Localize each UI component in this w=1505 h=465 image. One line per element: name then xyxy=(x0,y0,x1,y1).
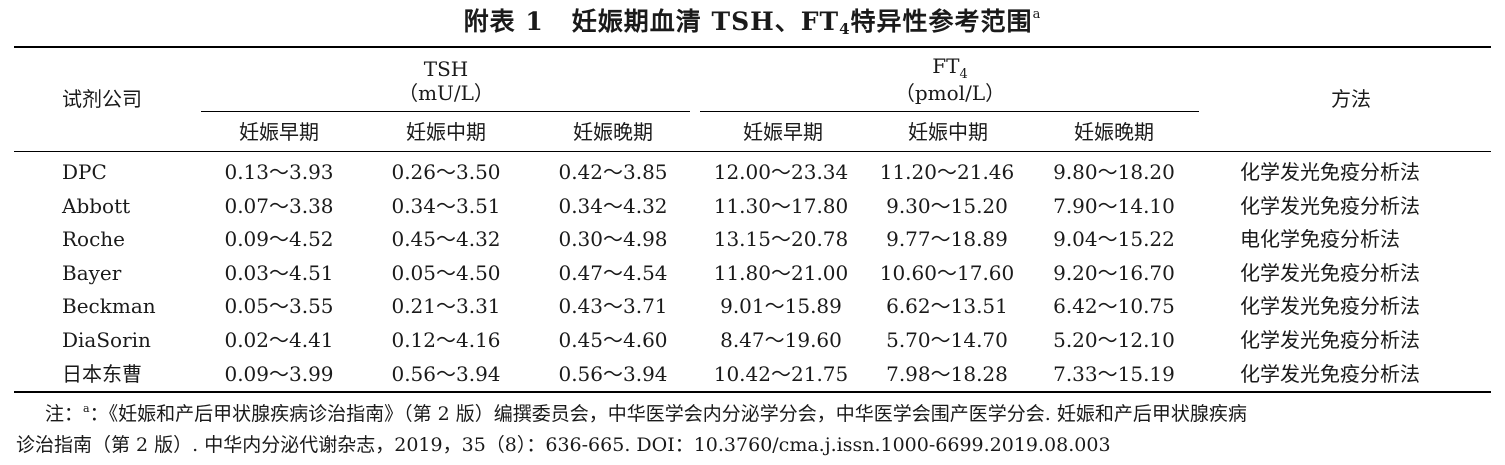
cell-company: 日本东曹 xyxy=(62,362,142,386)
cell-tsh-2: 0.56～3.94 xyxy=(558,362,668,386)
cell-tsh-1: 0.05～4.50 xyxy=(391,261,501,285)
cell-ft4-1: 11.20～21.46 xyxy=(879,160,1015,184)
cell-method: 化学发光免疫分析法 xyxy=(1240,194,1420,218)
header-ft4-mid: 妊娠中期 xyxy=(908,120,988,144)
header-tsh: TSH xyxy=(423,57,469,81)
header-tsh-early: 妊娠早期 xyxy=(239,120,319,144)
cell-ft4-2: 6.42～10.75 xyxy=(1053,294,1175,318)
header-tsh-unit: （mU/L） xyxy=(398,81,494,105)
cell-tsh-2: 0.30～4.98 xyxy=(558,227,668,251)
cell-method: 化学发光免疫分析法 xyxy=(1240,261,1420,285)
cell-ft4-0: 10.42～21.75 xyxy=(713,362,849,386)
cell-ft4-0: 12.00～23.34 xyxy=(713,160,849,184)
footnote-mark: a xyxy=(83,402,90,415)
cell-company: DPC xyxy=(62,160,107,184)
footnote-line-2: 诊治指南（第 2 版）. 中华内分泌代谢杂志，2019，35（8）：636-66… xyxy=(16,436,1111,455)
cell-ft4-2: 7.33～15.19 xyxy=(1053,362,1175,386)
cell-tsh-0: 0.07～3.38 xyxy=(224,194,334,218)
footnote-text-2: 诊治指南（第 2 版）. 中华内分泌代谢杂志，2019，35（8）：636-66… xyxy=(16,434,1111,456)
footnote-line-1: 注：a：《妊娠和产后甲状腺疾病诊治指南》（第 2 版）编撰委员会，中华医学会内分… xyxy=(45,403,1247,424)
footnote-prefix: 注： xyxy=(45,403,84,425)
cell-tsh-0: 0.03～4.51 xyxy=(224,261,334,285)
cell-tsh-1: 0.56～3.94 xyxy=(391,362,501,386)
cell-method: 化学发光免疫分析法 xyxy=(1240,328,1420,352)
cell-company: Roche xyxy=(62,227,126,251)
footnote-text-1: ：《妊娠和产后甲状腺疾病诊治指南》（第 2 版）编撰委员会，中华医学会内分泌学分… xyxy=(89,403,1247,425)
cell-ft4-1: 10.60～17.60 xyxy=(879,261,1015,285)
cell-tsh-2: 0.43～3.71 xyxy=(558,294,668,318)
cell-tsh-0: 0.13～3.93 xyxy=(224,160,334,184)
header-tsh-late: 妊娠晚期 xyxy=(573,120,653,144)
top-rule xyxy=(14,46,1491,48)
cell-ft4-2: 7.90～14.10 xyxy=(1053,194,1175,218)
cell-ft4-0: 8.47～19.60 xyxy=(720,328,842,352)
cell-tsh-0: 0.02～4.41 xyxy=(224,328,334,352)
header-ft4-late: 妊娠晚期 xyxy=(1074,120,1154,144)
cell-method: 电化学免疫分析法 xyxy=(1240,227,1400,251)
cell-tsh-1: 0.12～4.16 xyxy=(391,328,501,352)
title-subscript: 4 xyxy=(839,20,851,38)
cell-method: 化学发光免疫分析法 xyxy=(1240,160,1420,184)
tsh-group-rule xyxy=(201,111,690,112)
table-number: 附表 1 xyxy=(463,7,544,36)
cell-ft4-1: 9.77～18.89 xyxy=(886,227,1008,251)
header-company: 试剂公司 xyxy=(62,87,142,111)
cell-ft4-2: 9.04～15.22 xyxy=(1053,227,1175,251)
title-text: 妊娠期血清 TSH、FT xyxy=(571,7,840,36)
header-ft4-unit: （pmol/L） xyxy=(894,81,1006,105)
cell-ft4-1: 5.70～14.70 xyxy=(886,328,1008,352)
cell-ft4-1: 9.30～15.20 xyxy=(886,194,1008,218)
cell-tsh-1: 0.34～3.51 xyxy=(391,194,501,218)
cell-tsh-2: 0.45～4.60 xyxy=(558,328,668,352)
cell-tsh-2: 0.47～4.54 xyxy=(558,261,668,285)
cell-company: DiaSorin xyxy=(62,328,151,352)
header-ft4-label: FT xyxy=(932,54,960,78)
cell-company: Beckman xyxy=(62,294,156,318)
cell-tsh-1: 0.21～3.31 xyxy=(391,294,501,318)
cell-tsh-0: 0.05～3.55 xyxy=(224,294,334,318)
cell-method: 化学发光免疫分析法 xyxy=(1240,362,1420,386)
cell-ft4-2: 5.20～12.10 xyxy=(1053,328,1175,352)
header-method: 方法 xyxy=(1331,87,1371,111)
cell-tsh-2: 0.34～4.32 xyxy=(558,194,668,218)
header-ft4-early: 妊娠早期 xyxy=(743,120,823,144)
cell-ft4-1: 7.98～18.28 xyxy=(886,362,1008,386)
cell-tsh-2: 0.42～3.85 xyxy=(558,160,668,184)
title-footnote-mark: a xyxy=(1032,7,1042,22)
cell-tsh-0: 0.09～4.52 xyxy=(224,227,334,251)
header-tsh-mid: 妊娠中期 xyxy=(406,120,486,144)
cell-tsh-1: 0.26～3.50 xyxy=(391,160,501,184)
cell-ft4-2: 9.80～18.20 xyxy=(1053,160,1175,184)
cell-ft4-0: 9.01～15.89 xyxy=(720,294,842,318)
bottom-rule xyxy=(14,391,1491,393)
cell-ft4-0: 11.30～17.80 xyxy=(713,194,849,218)
header-ft4: FT4 xyxy=(900,56,1000,81)
cell-ft4-1: 6.62～13.51 xyxy=(886,294,1008,318)
ft4-group-rule xyxy=(700,111,1199,112)
table-title: 附表 1 妊娠期血清 TSH、FT4特异性参考范围a xyxy=(0,2,1505,38)
header-ft4-subscript: 4 xyxy=(959,67,968,82)
cell-company: Abbott xyxy=(62,194,131,218)
cell-tsh-0: 0.09～3.99 xyxy=(224,362,334,386)
cell-tsh-1: 0.45～4.32 xyxy=(391,227,501,251)
cell-company: Bayer xyxy=(62,261,122,285)
cell-ft4-0: 11.80～21.00 xyxy=(713,261,849,285)
cell-ft4-0: 13.15～20.78 xyxy=(713,227,849,251)
header-bottom-rule xyxy=(14,151,1491,152)
title-suffix: 特异性参考范围 xyxy=(850,7,1033,36)
cell-ft4-2: 9.20～16.70 xyxy=(1053,261,1175,285)
cell-method: 化学发光免疫分析法 xyxy=(1240,294,1420,318)
